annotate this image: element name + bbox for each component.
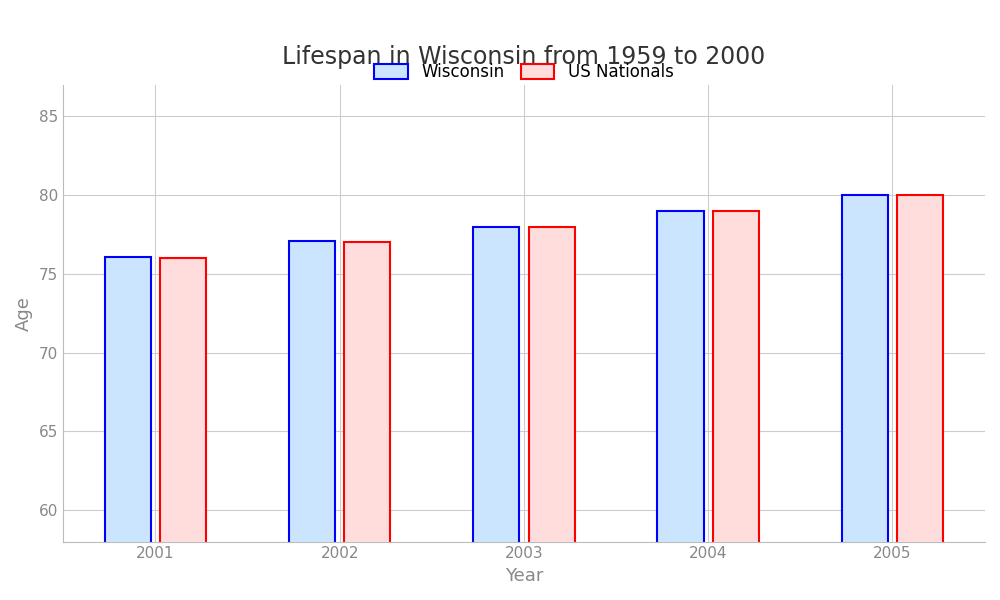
Bar	[160, 258, 206, 600]
Y-axis label: Age: Age	[15, 296, 33, 331]
Bar	[897, 195, 943, 600]
Bar	[289, 241, 335, 600]
Title: Lifespan in Wisconsin from 1959 to 2000: Lifespan in Wisconsin from 1959 to 2000	[282, 45, 766, 69]
Bar	[473, 227, 519, 600]
Bar	[529, 227, 575, 600]
X-axis label: Year: Year	[505, 567, 543, 585]
Bar	[344, 242, 390, 600]
Bar	[105, 257, 151, 600]
Bar	[713, 211, 759, 600]
Legend: Wisconsin, US Nationals: Wisconsin, US Nationals	[368, 56, 680, 88]
Bar	[842, 195, 888, 600]
Bar	[657, 211, 704, 600]
